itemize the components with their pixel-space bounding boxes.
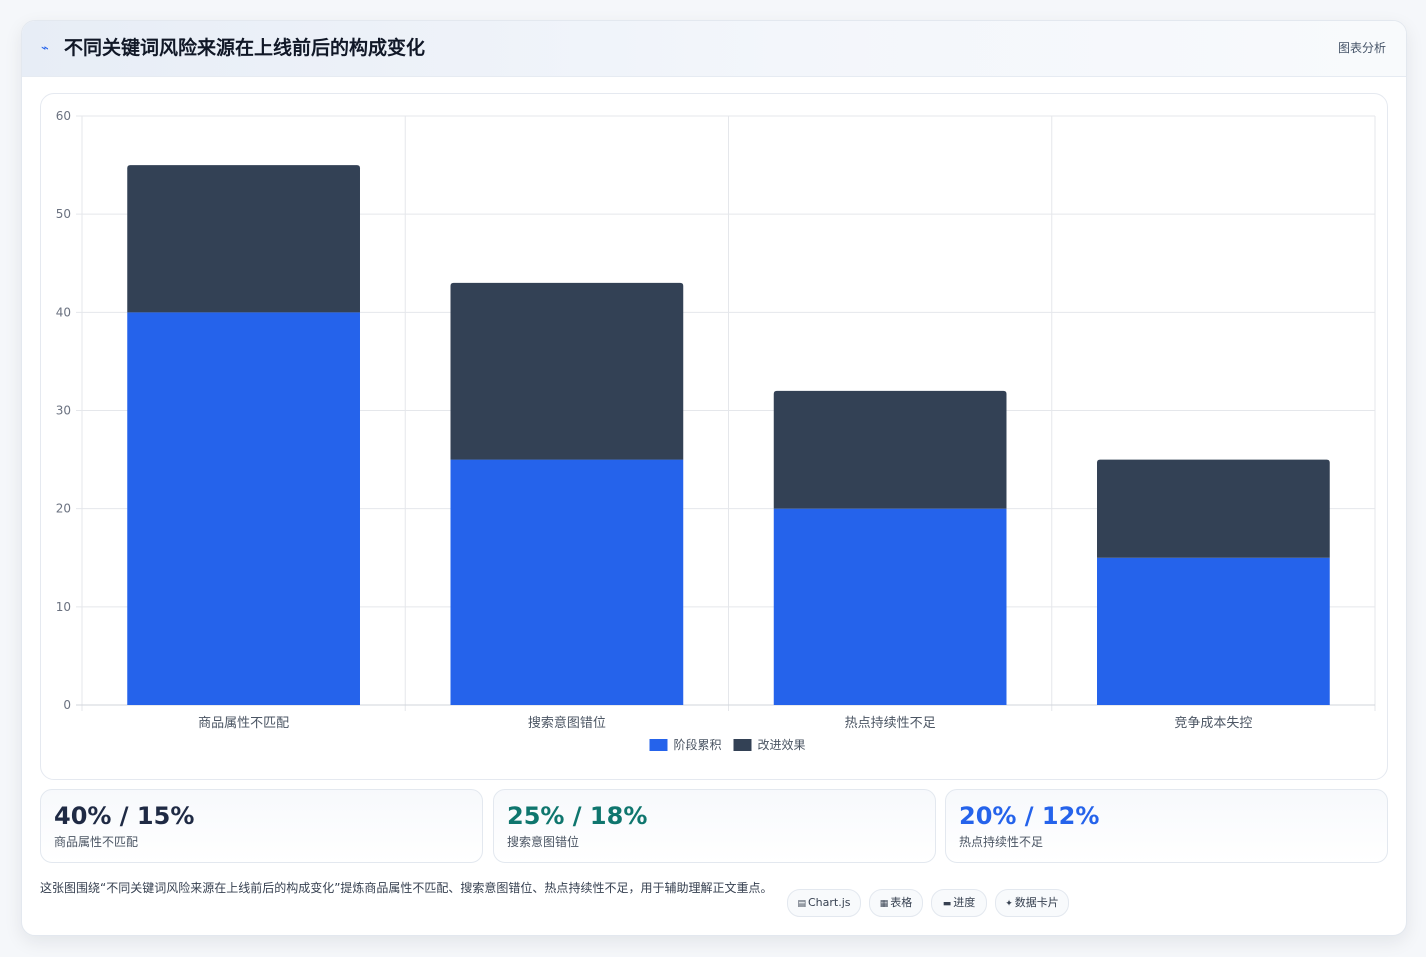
y-tick-label: 40: [56, 305, 71, 319]
stacked-bar-chart: 0 10 20 30 40 50 60 商品属性不匹配 搜索意图错位 热点持续性不足 竞争成本失控阶…: [56, 109, 1376, 752]
stat-card-1: 40% / 15% 商品属性不匹配: [40, 789, 483, 863]
chip-label: 进度: [953, 896, 976, 909]
bar-segment-1: [127, 312, 360, 705]
chip-label: Chart.js: [808, 896, 851, 909]
chip-chartjs[interactable]: ▤ Chart.js: [787, 889, 861, 917]
stat-value: 20% / 12%: [959, 802, 1100, 830]
legend-swatch: [649, 739, 668, 751]
legend-label: 阶段累积: [674, 737, 722, 752]
y-tick-label: 0: [63, 698, 71, 712]
stat-label: 热点持续性不足: [959, 835, 1044, 849]
stat-value: 40% / 15%: [54, 802, 195, 830]
bar-segment-2: [127, 165, 360, 313]
x-category-label: 商品属性不匹配: [198, 716, 289, 731]
chip-data-card[interactable]: ✦ 数据卡片: [995, 889, 1069, 917]
y-tick-label: 50: [56, 207, 71, 221]
x-category-label: 搜索意图错位: [528, 715, 606, 731]
legend-label: 改进效果: [758, 737, 806, 752]
chart-card: ⌁ 不同关键词风险来源在上线前后的构成变化 图表分析 0 10 20 30 40 50 60…: [21, 20, 1407, 936]
bar-segment-1: [450, 459, 684, 705]
bar-segment-2: [1097, 459, 1330, 558]
legend-swatch: [733, 739, 752, 751]
card-header: ⌁ 不同关键词风险来源在上线前后的构成变化 图表分析: [22, 21, 1406, 77]
chip-label: 数据卡片: [1014, 896, 1059, 909]
x-category-label: 竞争成本失控: [1174, 715, 1252, 731]
y-tick-label: 60: [56, 109, 71, 123]
bar-segment-1: [1097, 557, 1330, 705]
chip-progress[interactable]: ▬ 进度: [931, 889, 987, 917]
y-tick-label: 10: [56, 600, 71, 614]
progress-icon: ▬: [942, 899, 952, 909]
stat-label: 商品属性不匹配: [54, 835, 139, 849]
table-icon: ▦: [879, 899, 889, 909]
bar-segment-2: [773, 390, 1007, 509]
lightning-icon: ⌁: [41, 41, 49, 56]
chart-icon: ▤: [797, 899, 806, 909]
bar-segment-2: [450, 282, 684, 460]
y-tick-label: 20: [56, 502, 71, 516]
y-tick-label: 30: [56, 404, 71, 418]
chip-table[interactable]: ▦ 表格: [869, 889, 923, 917]
stat-value: 25% / 18%: [507, 802, 648, 830]
stat-card-2: 25% / 18% 搜索意图错位: [493, 789, 936, 863]
bar-segment-1: [773, 508, 1007, 705]
stat-card-3: 20% / 12% 热点持续性不足: [945, 789, 1388, 863]
chip-label: 表格: [890, 896, 913, 909]
sparkle-icon: ✦: [1005, 899, 1013, 909]
chart-area: 0 10 20 30 40 50 60 商品属性不匹配 搜索意图错位 热点持续性不足 竞争成本失控阶…: [40, 93, 1388, 780]
chart-category-tag: 图表分析: [1337, 41, 1386, 55]
x-category-label: 热点持续性不足: [845, 716, 936, 731]
chart-title: 不同关键词风险来源在上线前后的构成变化: [64, 37, 426, 59]
stat-label: 搜索意图错位: [507, 835, 580, 849]
chart-footnote: 这张图围绕“不同关键词风险来源在上线前后的构成变化”提炼商品属性不匹配、搜索意图…: [40, 881, 773, 895]
